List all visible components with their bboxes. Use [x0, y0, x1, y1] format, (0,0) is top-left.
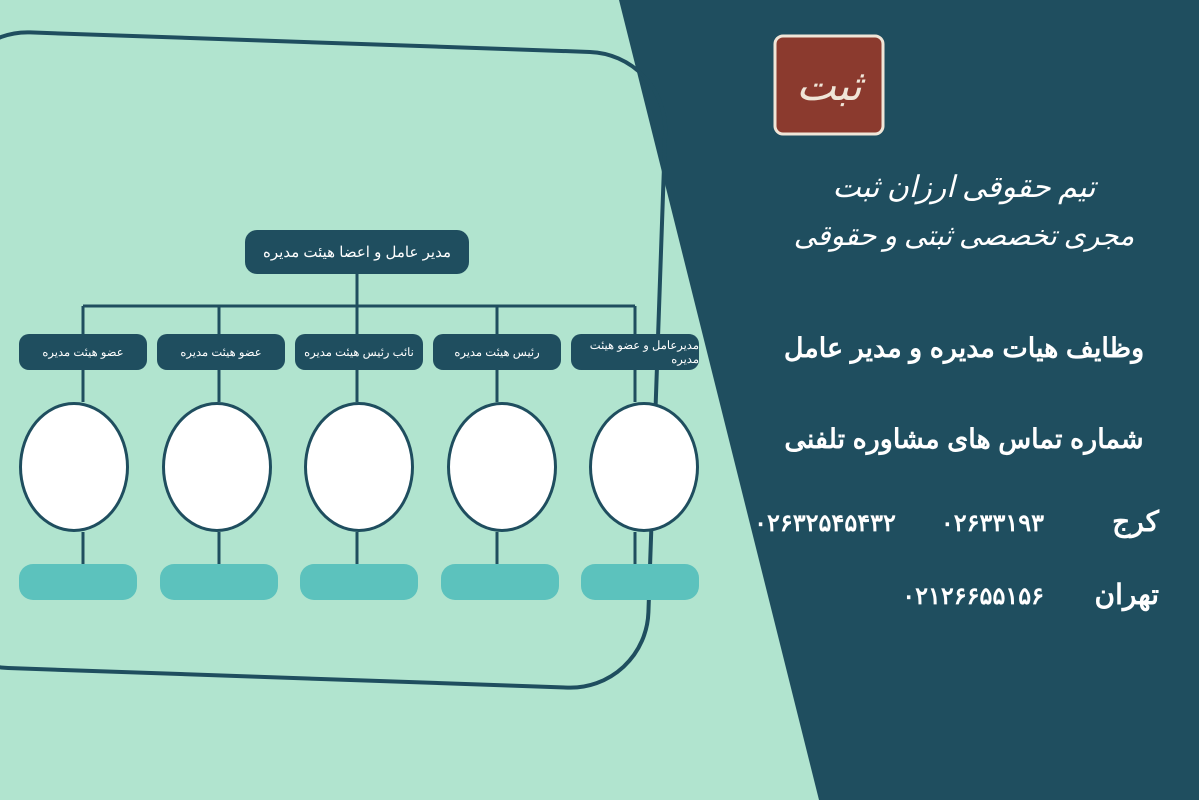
brand-line-2: مجری تخصصی ثبتی و حقوقی: [795, 219, 1135, 253]
brand-logo: ثبت: [770, 30, 890, 140]
city-label: تهران: [1090, 578, 1160, 611]
org-child-node: رئیس هیئت مدیره: [434, 334, 562, 370]
org-pill: [20, 564, 138, 600]
svg-text:ثبت: ثبت: [797, 64, 867, 110]
city-label: کرج: [1090, 505, 1160, 538]
phone-number: ۰۲۶۳۲۵۴۵۴۳۲: [755, 509, 897, 538]
org-root-node: مدیر عامل و اعضا هیئت مدیره: [246, 230, 470, 274]
org-child-node: مدیرعامل و عضو هیئت مدیره: [572, 334, 700, 370]
phone-number: ۰۲۱۲۶۶۵۵۱۵۶: [903, 582, 1045, 611]
contact-row-tehran: تهران ۰۲۱۲۶۶۵۵۱۵۶: [770, 578, 1160, 611]
contact-row-karaj: کرج ۰۲۶۳۳۱۹۳ ۰۲۶۳۲۵۴۵۴۳۲: [770, 505, 1160, 538]
contact-heading: شماره تماس های مشاوره تلفنی: [785, 424, 1144, 455]
org-pill: [161, 564, 279, 600]
brand-line-1: تیم حقوقی ارزان ثبت: [834, 170, 1097, 205]
org-oval: [305, 402, 415, 532]
info-panel: ثبت تیم حقوقی ارزان ثبت مجری تخصصی ثبتی …: [700, 0, 1200, 800]
org-child-node: عضو هیئت مدیره: [20, 334, 148, 370]
org-pill: [301, 564, 419, 600]
org-pills-row: [20, 564, 700, 600]
org-child-node: عضو هیئت مدیره: [158, 334, 286, 370]
org-pill: [442, 564, 560, 600]
org-oval: [448, 402, 558, 532]
page-title: وظایف هیات مدیره و مدیر عامل: [785, 333, 1145, 364]
canvas: ثبت تیم حقوقی ارزان ثبت مجری تخصصی ثبتی …: [0, 0, 1200, 800]
phone-number: ۰۲۶۳۳۱۹۳: [942, 509, 1045, 538]
org-oval: [20, 402, 130, 532]
org-pill: [582, 564, 700, 600]
org-children-row: مدیرعامل و عضو هیئت مدیره رئیس هیئت مدیر…: [20, 334, 700, 370]
org-child-node: نائب رئیس هیئت مدیره: [296, 334, 424, 370]
org-oval: [163, 402, 273, 532]
org-ovals-row: [20, 402, 700, 532]
org-oval: [590, 402, 700, 532]
